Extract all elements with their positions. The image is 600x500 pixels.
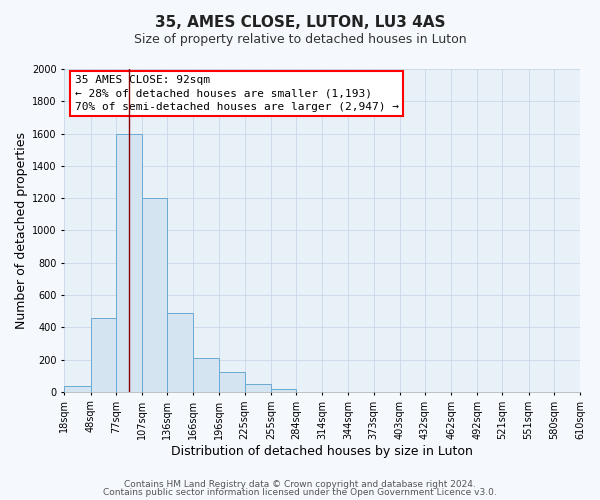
Bar	[91, 318, 116, 392]
Text: Contains HM Land Registry data © Crown copyright and database right 2024.: Contains HM Land Registry data © Crown c…	[124, 480, 476, 489]
Bar	[64, 386, 91, 392]
Bar	[116, 134, 142, 392]
Text: Contains public sector information licensed under the Open Government Licence v3: Contains public sector information licen…	[103, 488, 497, 497]
X-axis label: Distribution of detached houses by size in Luton: Distribution of detached houses by size …	[171, 444, 473, 458]
Bar	[142, 198, 167, 392]
Text: 35 AMES CLOSE: 92sqm
← 28% of detached houses are smaller (1,193)
70% of semi-de: 35 AMES CLOSE: 92sqm ← 28% of detached h…	[75, 76, 399, 112]
Text: Size of property relative to detached houses in Luton: Size of property relative to detached ho…	[134, 32, 466, 46]
Bar	[193, 358, 220, 392]
Bar	[220, 372, 245, 392]
Bar	[271, 388, 296, 392]
Bar	[167, 312, 193, 392]
Text: 35, AMES CLOSE, LUTON, LU3 4AS: 35, AMES CLOSE, LUTON, LU3 4AS	[155, 15, 445, 30]
Bar	[245, 384, 271, 392]
Y-axis label: Number of detached properties: Number of detached properties	[15, 132, 28, 329]
